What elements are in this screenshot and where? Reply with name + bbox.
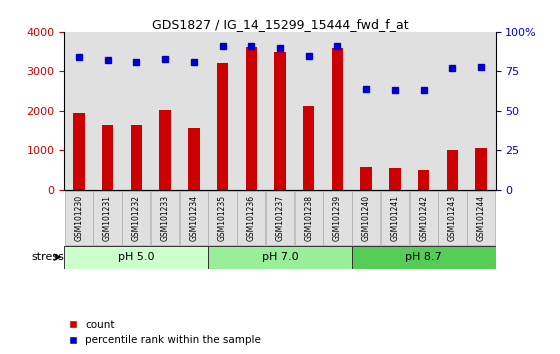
- FancyBboxPatch shape: [208, 190, 236, 245]
- Text: GSM101238: GSM101238: [304, 195, 313, 241]
- Text: GSM101233: GSM101233: [161, 195, 170, 241]
- Bar: [332, 48, 343, 190]
- Bar: [361, 167, 372, 190]
- FancyBboxPatch shape: [65, 190, 93, 245]
- Bar: [151, 32, 179, 190]
- FancyBboxPatch shape: [151, 190, 179, 245]
- Bar: [217, 63, 228, 190]
- Text: GSM101234: GSM101234: [189, 195, 198, 241]
- Bar: [265, 32, 295, 190]
- Bar: [381, 32, 409, 190]
- Text: GSM101232: GSM101232: [132, 195, 141, 241]
- Bar: [447, 150, 458, 190]
- FancyBboxPatch shape: [266, 190, 294, 245]
- Text: GSM101236: GSM101236: [247, 195, 256, 241]
- Text: GSM101240: GSM101240: [362, 195, 371, 241]
- Legend: count, percentile rank within the sample: count, percentile rank within the sample: [69, 320, 261, 345]
- Bar: [295, 32, 323, 190]
- Bar: [389, 168, 401, 190]
- FancyBboxPatch shape: [64, 246, 208, 269]
- Bar: [352, 32, 381, 190]
- Bar: [274, 52, 286, 190]
- Bar: [418, 170, 430, 190]
- Bar: [323, 32, 352, 190]
- FancyBboxPatch shape: [94, 190, 122, 245]
- Text: GSM101243: GSM101243: [448, 195, 457, 241]
- Bar: [467, 32, 496, 190]
- Bar: [237, 32, 265, 190]
- Bar: [303, 106, 315, 190]
- FancyBboxPatch shape: [208, 246, 352, 269]
- Bar: [208, 32, 237, 190]
- Text: pH 5.0: pH 5.0: [118, 252, 155, 262]
- Text: GSM101241: GSM101241: [390, 195, 399, 241]
- FancyBboxPatch shape: [295, 190, 323, 245]
- Text: stress: stress: [31, 252, 64, 262]
- Bar: [130, 125, 142, 190]
- Bar: [475, 148, 487, 190]
- FancyBboxPatch shape: [352, 246, 496, 269]
- Bar: [73, 113, 85, 190]
- Bar: [122, 32, 151, 190]
- FancyBboxPatch shape: [381, 190, 409, 245]
- Text: GSM101244: GSM101244: [477, 195, 486, 241]
- Bar: [102, 125, 113, 190]
- Bar: [438, 32, 467, 190]
- Bar: [159, 110, 171, 190]
- FancyBboxPatch shape: [438, 190, 466, 245]
- Bar: [245, 47, 257, 190]
- Bar: [179, 32, 208, 190]
- FancyBboxPatch shape: [324, 190, 352, 245]
- FancyBboxPatch shape: [410, 190, 438, 245]
- Bar: [409, 32, 438, 190]
- FancyBboxPatch shape: [122, 190, 150, 245]
- Text: GSM101231: GSM101231: [103, 195, 112, 241]
- Text: pH 8.7: pH 8.7: [405, 252, 442, 262]
- Bar: [188, 127, 199, 190]
- FancyBboxPatch shape: [467, 190, 495, 245]
- Text: GSM101230: GSM101230: [74, 195, 83, 241]
- Text: GSM101237: GSM101237: [276, 195, 284, 241]
- Bar: [93, 32, 122, 190]
- FancyBboxPatch shape: [352, 190, 380, 245]
- Title: GDS1827 / IG_14_15299_15444_fwd_f_at: GDS1827 / IG_14_15299_15444_fwd_f_at: [152, 18, 408, 31]
- Text: GSM101239: GSM101239: [333, 195, 342, 241]
- Bar: [64, 32, 93, 190]
- Text: GSM101242: GSM101242: [419, 195, 428, 241]
- FancyBboxPatch shape: [237, 190, 265, 245]
- Text: pH 7.0: pH 7.0: [262, 252, 298, 262]
- FancyBboxPatch shape: [180, 190, 208, 245]
- Text: GSM101235: GSM101235: [218, 195, 227, 241]
